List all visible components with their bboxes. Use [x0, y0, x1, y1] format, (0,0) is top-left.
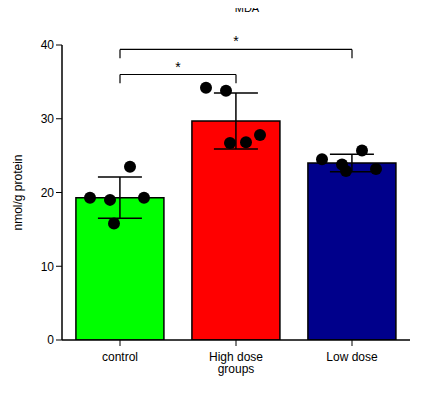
- html-text:MDA: MDA: [234, 2, 260, 14]
- svg-text:20: 20: [41, 186, 55, 200]
- svg-text:0: 0: [47, 333, 54, 347]
- svg-text:30: 30: [41, 112, 55, 126]
- svg-text:*: *: [175, 59, 181, 75]
- svg-text:control: control: [102, 350, 138, 364]
- svg-text:40: 40: [41, 38, 55, 52]
- svg-text:10: 10: [41, 260, 55, 274]
- svg-text:nmol/g protein: nmol/g protein: [11, 154, 25, 230]
- svg-text:Low dose: Low dose: [326, 350, 378, 364]
- svg-text:High dosegroups: High dosegroups: [209, 350, 263, 376]
- svg-text:*: *: [233, 33, 239, 49]
